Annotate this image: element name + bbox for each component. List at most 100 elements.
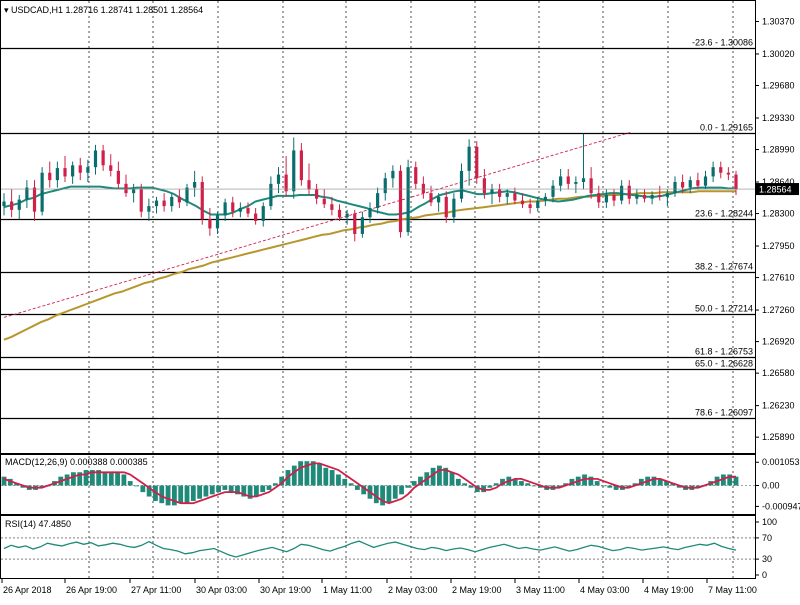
time-tick-label: 4 May 19:00 <box>644 585 694 595</box>
candle <box>101 144 105 171</box>
candle-body <box>254 213 258 221</box>
macd-histogram-bar <box>291 465 297 486</box>
candle-body <box>368 207 372 218</box>
candle-body <box>109 165 113 171</box>
candle <box>193 170 197 197</box>
price-axis: 1.30370 1.30020 1.29680 1.29330 1.28990 1.286… <box>755 16 795 442</box>
macd-histogram-bar <box>165 485 171 506</box>
candle-body <box>696 180 700 186</box>
macd-histogram-bar <box>481 485 486 493</box>
candle-body <box>528 204 532 208</box>
time-tick-label: 26 Apr 19:00 <box>66 585 117 595</box>
candle <box>17 194 21 220</box>
price-tick-label: 1.26920 <box>762 337 795 347</box>
candle <box>32 180 37 221</box>
macd-histogram-bar <box>594 481 600 486</box>
candle <box>673 176 677 197</box>
candle <box>620 180 624 205</box>
candle <box>437 193 441 212</box>
candle-body <box>604 194 608 203</box>
time-tick-label: 30 Apr 19:00 <box>260 585 311 595</box>
macd-histogram-bar <box>430 467 436 486</box>
candle <box>650 191 654 205</box>
macd-histogram-bar <box>127 481 133 486</box>
candle-body <box>139 189 143 212</box>
time-axis: 26 Apr 2018 26 Apr 19:00 27 Apr 11:00 30 Ap… <box>1 579 757 595</box>
macd-histogram-bar <box>418 476 423 486</box>
candle-body <box>154 200 159 207</box>
price-tick-label: 1.30370 <box>762 16 795 26</box>
trendline-layer[interactable] <box>3 131 633 318</box>
candle-body <box>55 168 59 181</box>
candle <box>665 189 669 207</box>
macd-histogram-bar <box>657 478 663 486</box>
candle-body <box>86 167 90 173</box>
current-price-marker: 1.28564 <box>1 183 799 196</box>
candle <box>109 154 113 177</box>
candle-body <box>452 198 456 218</box>
candle-body <box>330 204 334 210</box>
candle <box>467 139 471 186</box>
macd-histogram-bar <box>607 485 613 488</box>
candle <box>597 185 601 208</box>
price-tick-label: 1.27950 <box>762 241 795 251</box>
fibonacci-levels[interactable]: -23.6 - 1.30086 0.0 - 1.29165 23.6 - 1.282… <box>1 38 755 420</box>
time-tick-label: 27 Apr 11:00 <box>131 585 181 595</box>
candle <box>2 193 6 216</box>
macd-histogram-bar <box>134 485 139 487</box>
candle <box>368 202 372 223</box>
macd-histogram-bar <box>178 485 184 504</box>
candle-body <box>116 170 120 184</box>
candle <box>551 180 555 203</box>
candle <box>200 176 204 225</box>
macd-histogram-bar <box>468 485 474 488</box>
candle <box>337 204 342 221</box>
candle-body <box>536 200 540 208</box>
macd-histogram-bar <box>304 461 310 486</box>
candle-body <box>513 193 517 201</box>
candle-body <box>101 150 105 166</box>
price-tick-label: 1.30020 <box>762 49 795 59</box>
candle-body <box>498 189 502 197</box>
macd-histogram-bar <box>108 472 114 486</box>
macd-histogram-bar <box>159 485 165 504</box>
macd-histogram-bar <box>670 483 676 486</box>
candle <box>658 185 662 201</box>
candle-body <box>353 213 357 234</box>
candle-body <box>132 189 136 194</box>
time-tick-label: 1 May 11:00 <box>323 585 372 595</box>
macd-histogram-bar <box>342 478 348 486</box>
candle <box>642 189 647 203</box>
macd-histogram-bar <box>317 463 322 486</box>
rsi-axis-label: 70 <box>762 533 772 543</box>
candle <box>55 161 59 188</box>
macd-histogram-bar <box>437 465 442 486</box>
macd-histogram-bar <box>563 483 569 486</box>
candle-body <box>574 182 578 184</box>
trendline[interactable] <box>3 131 633 318</box>
candle <box>132 183 136 203</box>
candle <box>269 176 273 210</box>
candle-body <box>299 150 303 181</box>
rsi-line <box>3 540 737 558</box>
candle <box>421 176 425 199</box>
macd-histogram-bar <box>266 485 272 490</box>
macd-histogram-bar <box>462 483 468 486</box>
candle-body <box>665 193 669 197</box>
time-tick-label: 4 May 03:00 <box>580 585 630 595</box>
candle <box>185 183 189 207</box>
candle <box>513 187 517 205</box>
candle-body <box>475 146 479 179</box>
candle-body <box>414 167 418 184</box>
candle-body <box>589 178 593 194</box>
candle-body <box>398 170 403 233</box>
macd-histogram-bar <box>329 470 335 486</box>
time-tick-label: 3 May 11:00 <box>516 585 565 595</box>
candle-body <box>520 200 525 205</box>
fib-level-label: -23.6 - 1.30086 <box>692 38 753 48</box>
macd-histogram-bar <box>190 485 196 501</box>
candle <box>254 207 258 225</box>
candle-body <box>627 185 631 199</box>
price-tick-label: 1.27260 <box>762 305 795 315</box>
candle <box>391 165 395 188</box>
